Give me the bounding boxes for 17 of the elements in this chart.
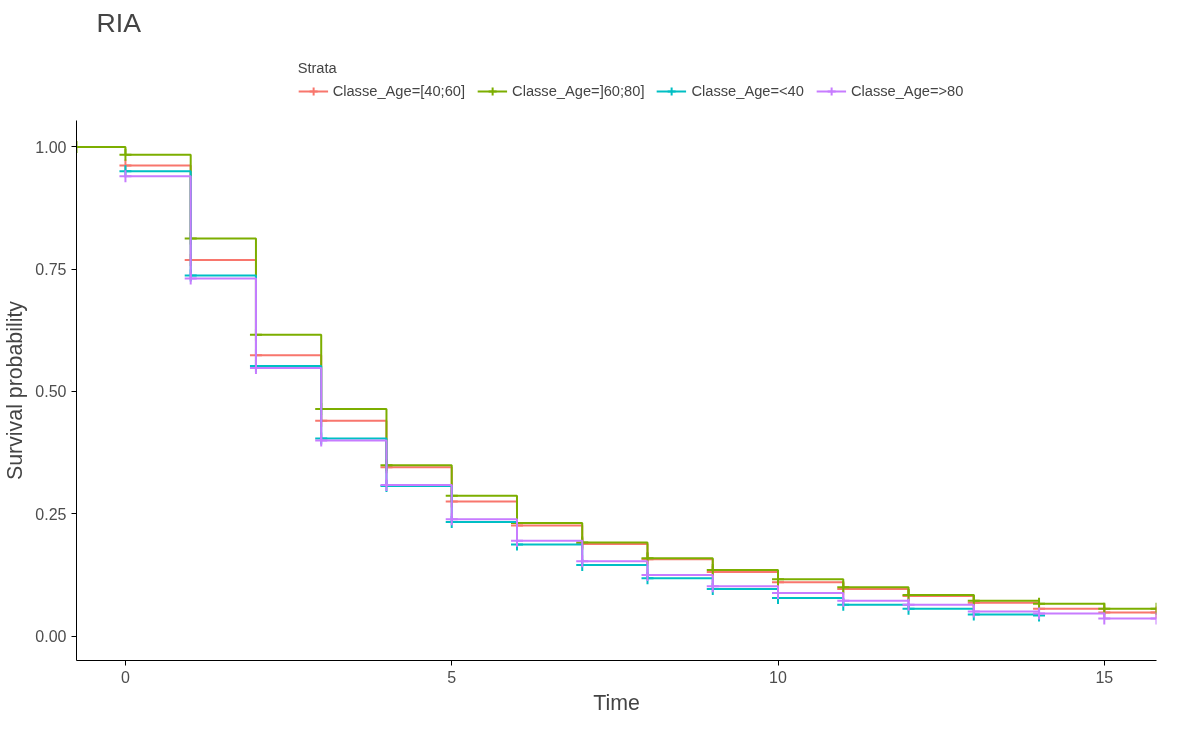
- y-axis-title: Survival probability: [3, 300, 28, 480]
- legend-label: Classe_Age=>80: [850, 83, 964, 99]
- y-tick-label: 1.00: [35, 138, 67, 156]
- legend-label: Classe_Age=<40: [691, 83, 804, 99]
- chart-title: RIA: [96, 7, 142, 38]
- x-tick-label: 5: [447, 668, 457, 686]
- legend-label: Classe_Age=[40;60]: [332, 83, 466, 99]
- y-tick-label: 0.75: [35, 261, 67, 279]
- x-tick-label: 0: [120, 668, 130, 686]
- y-tick-label: 0.25: [35, 505, 67, 523]
- x-tick-label: 10: [769, 668, 788, 686]
- x-tick-label: 15: [1095, 668, 1114, 686]
- y-tick-label: 0.00: [35, 628, 67, 646]
- legend-label: Classe_Age=]60;80]: [512, 83, 645, 99]
- legend-title: Strata: [297, 60, 338, 76]
- x-axis-title: Time: [593, 690, 640, 715]
- y-tick-label: 0.50: [35, 383, 67, 401]
